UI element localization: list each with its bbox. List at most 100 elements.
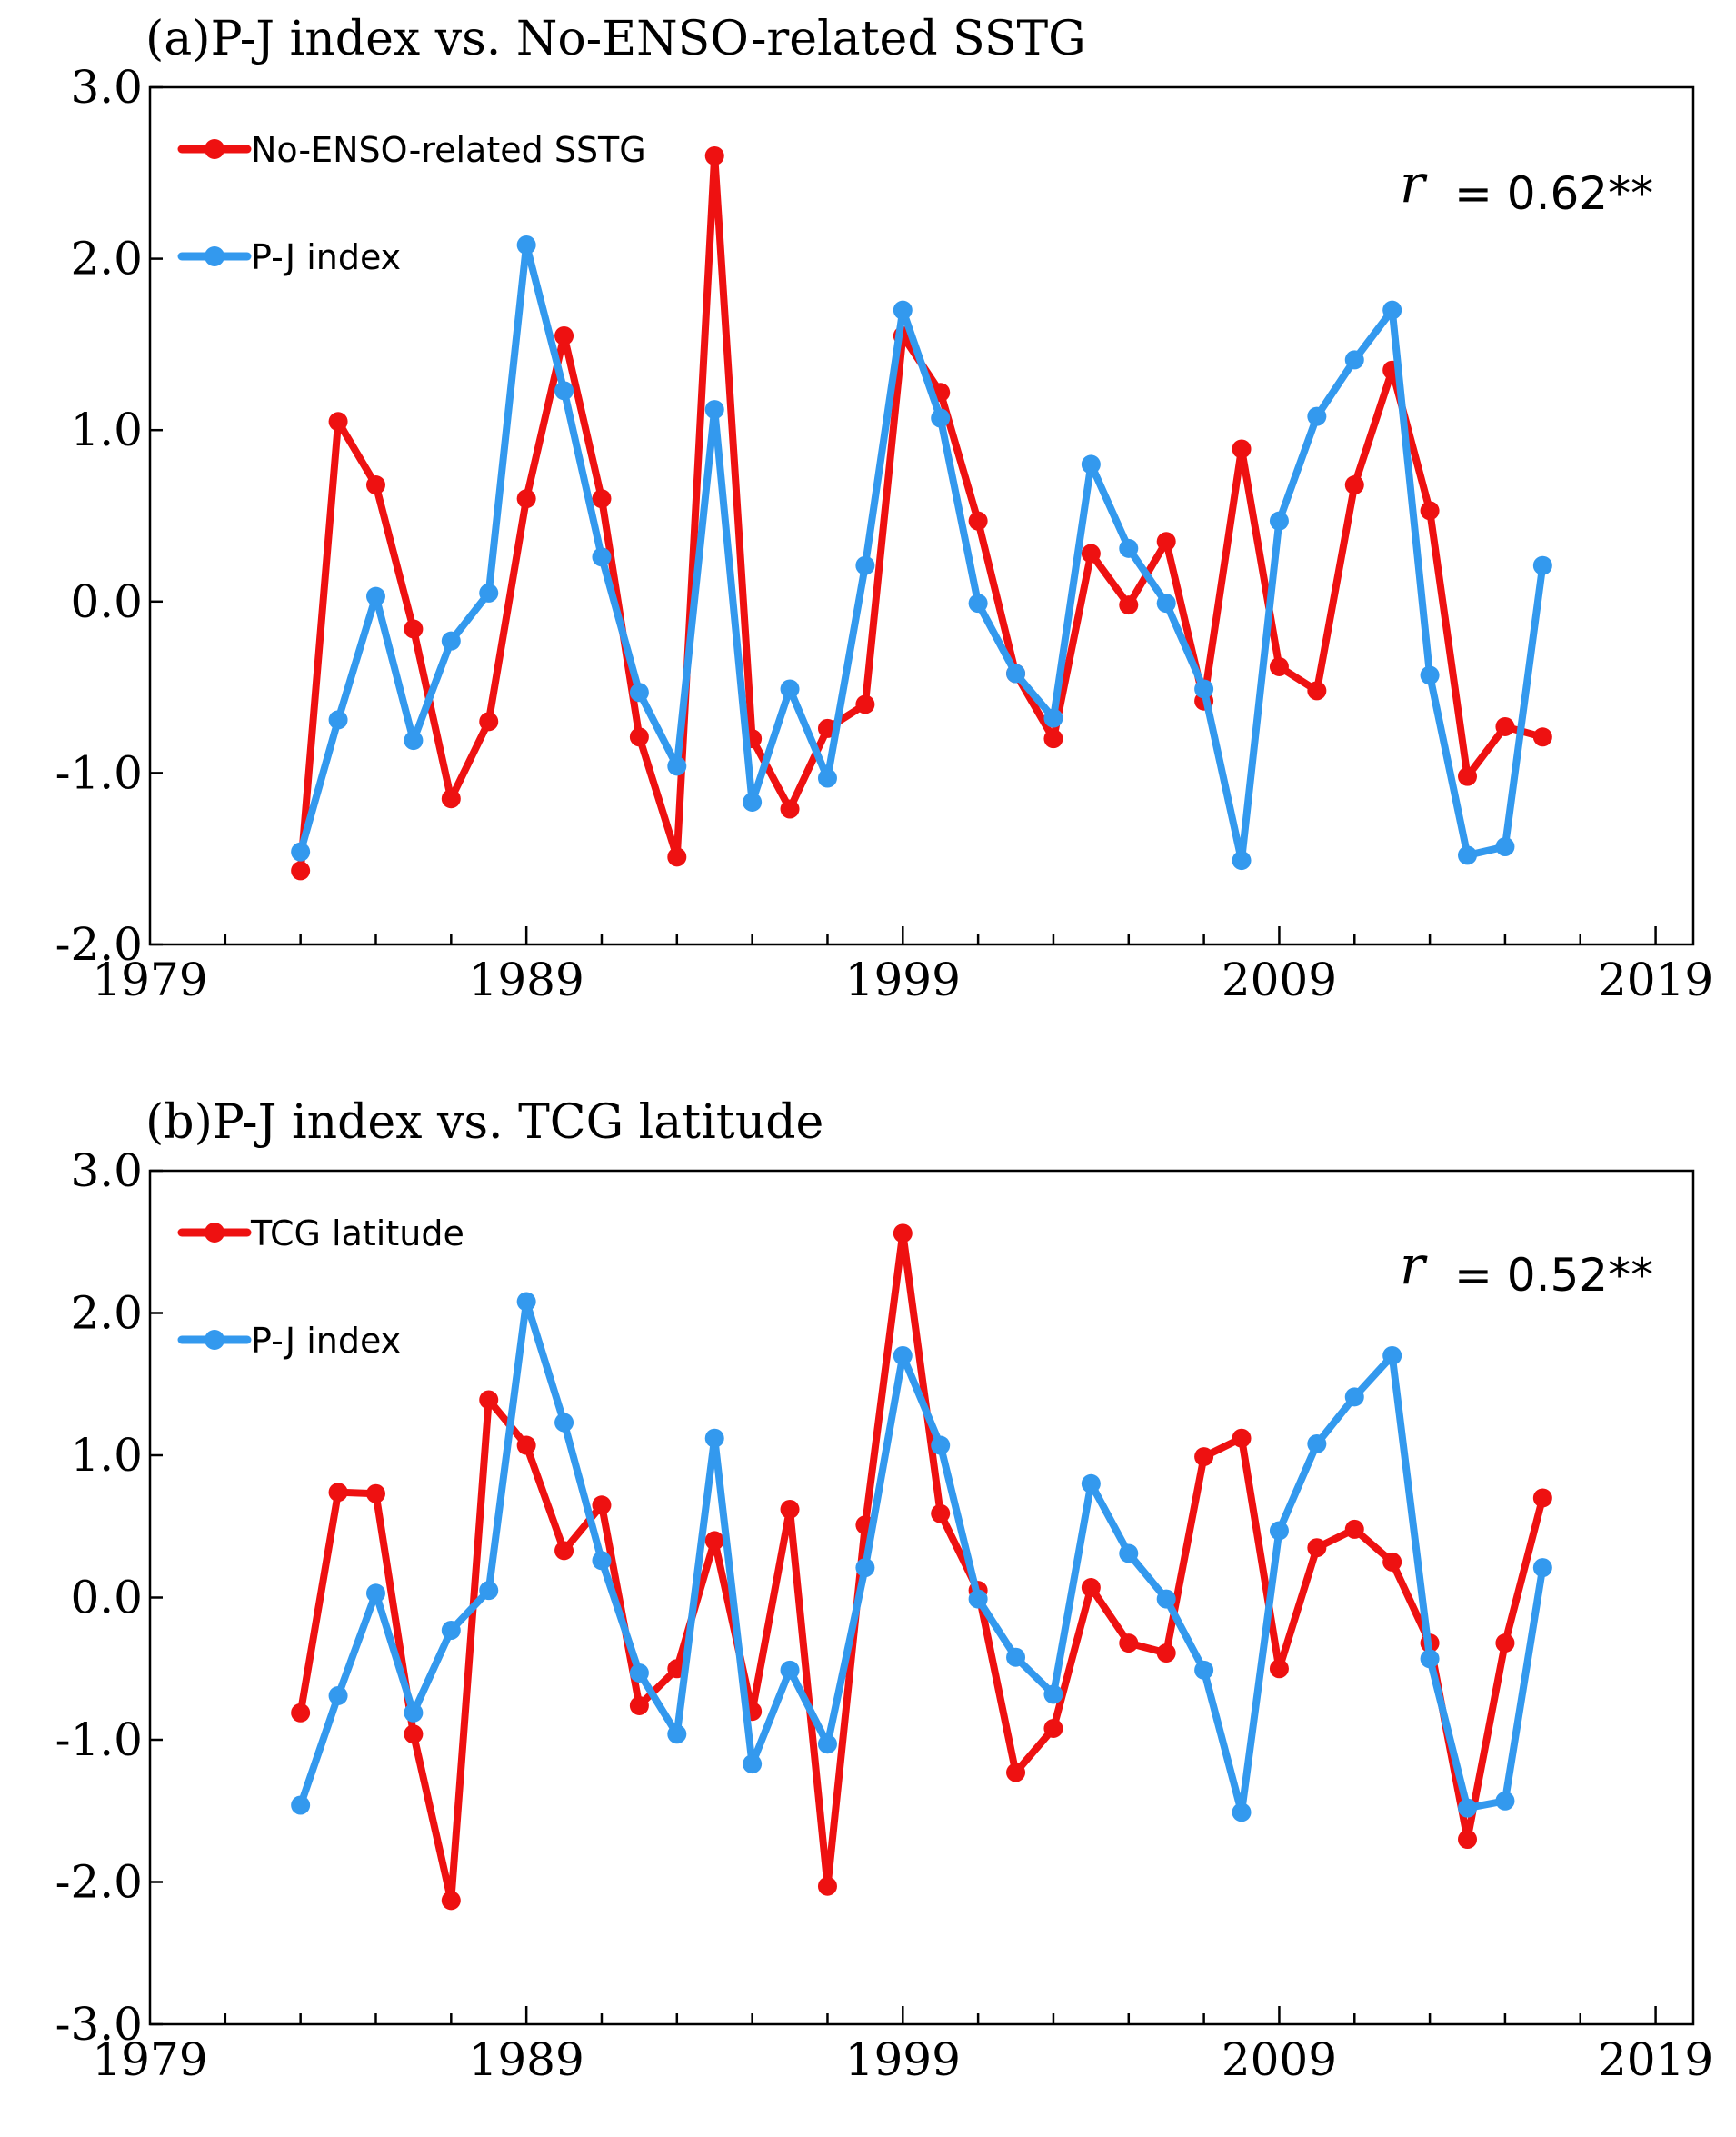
- data-point: [1194, 679, 1214, 699]
- data-point: [1006, 1647, 1026, 1667]
- panel-a-title: (a)P-J index vs. No-ENSO-related SSTG: [145, 12, 1086, 66]
- panel-b-correlation: r = 0.52**: [1400, 1234, 1653, 1302]
- data-point: [893, 300, 913, 320]
- data-point: [1269, 1521, 1289, 1541]
- data-point: [365, 475, 385, 495]
- data-point: [1344, 350, 1364, 370]
- y-tick-label: 2.0: [70, 1287, 143, 1340]
- data-point: [516, 235, 536, 255]
- data-point: [1458, 845, 1478, 865]
- data-point: [1307, 1538, 1327, 1558]
- data-point: [404, 1703, 424, 1723]
- x-tick-label: 1979: [92, 954, 207, 1006]
- data-point: [592, 1551, 612, 1571]
- data-point: [479, 1581, 499, 1601]
- data-point: [1156, 532, 1176, 552]
- data-point: [667, 1724, 687, 1744]
- data-point: [1119, 1633, 1139, 1653]
- series-line: [296, 1229, 1547, 1904]
- data-point: [592, 1495, 612, 1515]
- data-point: [1006, 664, 1026, 684]
- data-point: [968, 594, 988, 614]
- data-point: [516, 1292, 536, 1312]
- x-tick-label: 1979: [92, 2033, 207, 2086]
- panel-a-y-axis: 3.0 2.0 1.0 0.0 -1.0 -2.0: [55, 61, 163, 971]
- data-point: [516, 489, 536, 509]
- data-point: [1532, 727, 1552, 747]
- data-point: [1382, 1345, 1402, 1365]
- data-point: [855, 555, 875, 575]
- data-point: [1156, 594, 1176, 614]
- data-point: [817, 1734, 837, 1754]
- data-point: [629, 1663, 649, 1683]
- data-point: [629, 1695, 649, 1715]
- panel-a-series: [291, 145, 1552, 881]
- series-1: [291, 1223, 1552, 1911]
- data-point: [1232, 1802, 1252, 1822]
- data-point: [1495, 836, 1515, 856]
- data-point: [1382, 1552, 1402, 1572]
- data-point: [780, 1499, 800, 1519]
- data-point: [1495, 1633, 1515, 1653]
- x-tick-label: 1999: [845, 954, 961, 1006]
- data-point: [1344, 475, 1364, 495]
- panel-b-title: (b)P-J index vs. TCG latitude: [145, 1095, 823, 1150]
- data-point: [931, 1503, 951, 1523]
- data-point: [1081, 544, 1101, 564]
- data-point: [592, 489, 612, 509]
- data-point: [780, 1660, 800, 1680]
- data-point: [1119, 538, 1139, 558]
- data-point: [1006, 1763, 1026, 1782]
- correlation-symbol: r: [1400, 1234, 1428, 1296]
- data-point: [365, 1583, 385, 1603]
- data-point: [817, 768, 837, 788]
- data-point: [592, 547, 612, 567]
- data-point: [1495, 1791, 1515, 1811]
- y-tick-label: -2.0: [55, 918, 143, 971]
- data-point: [704, 400, 724, 420]
- data-point: [291, 1795, 311, 1815]
- panel-b-x-axis: 1979 1989 1999 2009 2019: [92, 2006, 1713, 2086]
- panel-b-y-axis: 3.0 2.0 1.0 0.0 -1.0 -2.0 -3.0: [55, 1144, 163, 2051]
- legend-marker: [205, 246, 224, 266]
- panel-b-legend-item-1: TCG latitude: [177, 1213, 464, 1253]
- data-point: [328, 1685, 348, 1705]
- data-point: [1420, 1649, 1440, 1669]
- series-2: [291, 1292, 1552, 1822]
- data-point: [441, 1620, 461, 1640]
- data-point: [931, 1435, 951, 1455]
- data-point: [404, 619, 424, 639]
- data-point: [1043, 729, 1063, 749]
- data-point: [441, 1891, 461, 1911]
- data-point: [780, 679, 800, 699]
- data-point: [1344, 1387, 1364, 1407]
- panel-b-series: [291, 1223, 1552, 1911]
- data-point: [780, 799, 800, 819]
- data-point: [893, 1345, 913, 1365]
- data-point: [328, 1483, 348, 1503]
- data-point: [817, 1876, 837, 1896]
- data-point: [1458, 1830, 1478, 1850]
- panel-a-legend: No-ENSO-related SSTG P-J index: [177, 130, 646, 277]
- x-tick-label: 2009: [1222, 954, 1337, 1006]
- data-point: [1344, 1519, 1364, 1539]
- data-point: [1458, 766, 1478, 786]
- panel-a-legend-item-1: No-ENSO-related SSTG: [177, 130, 646, 170]
- data-point: [855, 694, 875, 714]
- data-point: [1043, 1684, 1063, 1704]
- data-point: [743, 792, 763, 812]
- data-point: [1532, 555, 1552, 575]
- data-point: [667, 756, 687, 776]
- data-point: [704, 1428, 724, 1448]
- legend-marker: [205, 139, 224, 159]
- data-point: [1307, 681, 1327, 701]
- data-point: [516, 1435, 536, 1455]
- data-point: [1043, 1718, 1063, 1738]
- data-point: [1307, 1433, 1327, 1453]
- y-tick-label: 0.0: [70, 1572, 143, 1624]
- series-line: [296, 152, 1547, 874]
- panel-a: (a)P-J index vs. No-ENSO-related SSTG 3.…: [55, 12, 1714, 1006]
- panel-b: (b)P-J index vs. TCG latitude 3.0 2.0 1.0 0…: [55, 1095, 1714, 2086]
- x-tick-label: 1999: [845, 2033, 961, 2086]
- data-point: [629, 683, 649, 703]
